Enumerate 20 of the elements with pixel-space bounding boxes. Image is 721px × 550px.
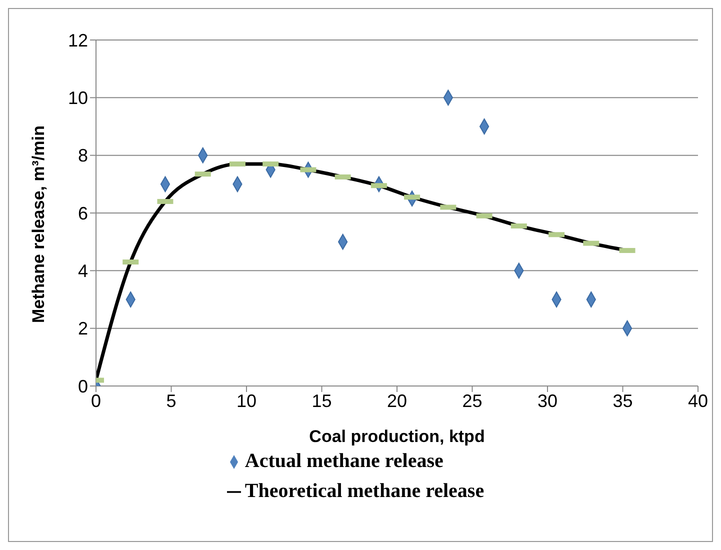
y-tick-label: 12 <box>68 30 88 50</box>
y-axis-title: Methane release, m³/min <box>29 126 48 323</box>
x-axis-title: Coal production, ktpd <box>309 427 485 446</box>
x-tick-label: 25 <box>462 390 482 411</box>
x-tick-label: 30 <box>537 390 558 411</box>
y-tick-label: 4 <box>78 261 88 282</box>
y-tick-label: 2 <box>78 318 88 339</box>
y-tick-label: 8 <box>78 146 88 166</box>
y-tick-label: 0 <box>78 376 88 396</box>
x-tick-label: 20 <box>386 390 408 411</box>
legend-label: Actual methane release <box>244 450 444 472</box>
x-tick-label: 5 <box>166 390 176 411</box>
y-tick-label: 6 <box>78 203 88 224</box>
x-tick-label: 40 <box>688 390 708 411</box>
x-tick-label: 10 <box>236 390 257 411</box>
x-tick-label: 0 <box>90 390 102 411</box>
legend-label: Theoretical methane release <box>244 480 484 502</box>
x-tick-label: 35 <box>612 390 633 411</box>
x-tick-label: 15 <box>312 390 332 411</box>
y-tick-label: 10 <box>68 88 88 108</box>
